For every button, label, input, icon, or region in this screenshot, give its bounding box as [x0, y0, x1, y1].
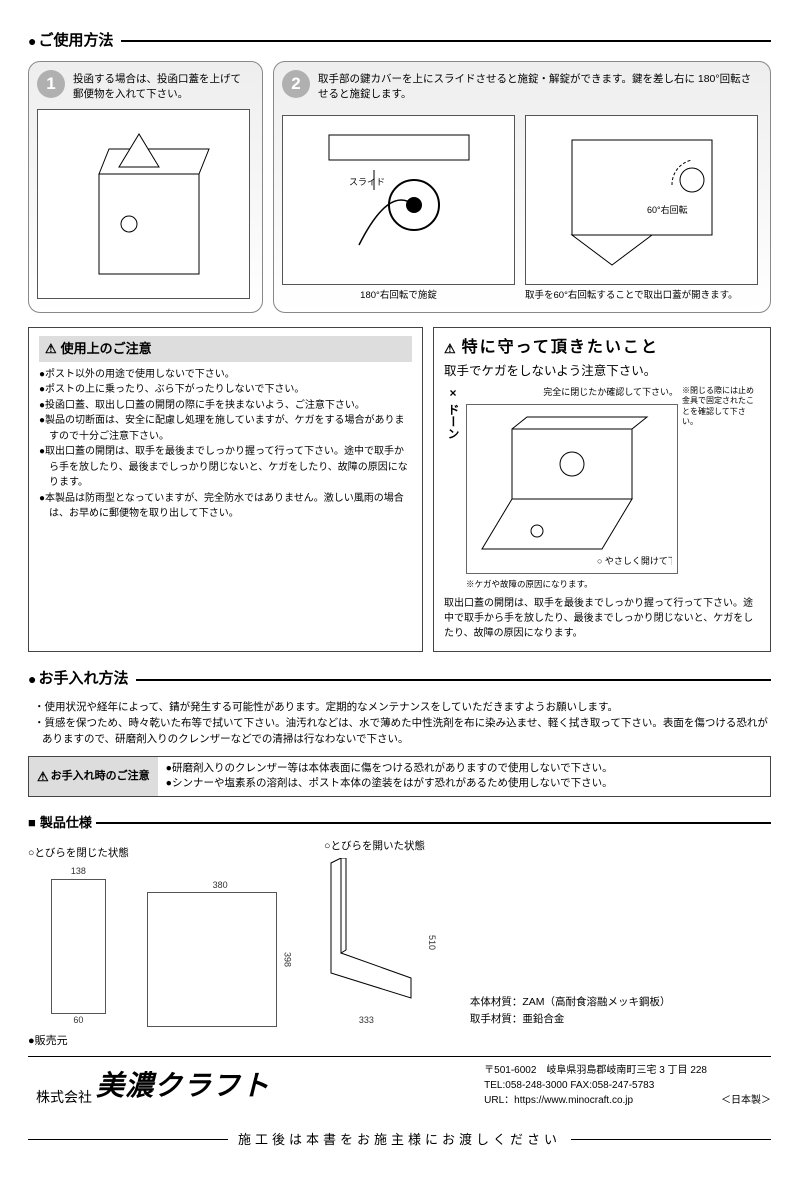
- spec-closed-front: 380 398: [147, 863, 294, 1028]
- spec-closed-label: とびらを閉じた状態: [28, 846, 129, 862]
- step-1-number: 1: [37, 70, 65, 98]
- spec-closed-side: とびらを閉じた状態 138 60: [28, 846, 129, 1028]
- warn-icon: ⚠: [45, 339, 57, 359]
- spec-row: とびらを閉じた状態 138 60 380 398 とびらを開いた状態 333 5…: [28, 839, 771, 1028]
- usage-caution-box: ⚠ 使用上のご注意 ポスト以外の用途で使用しないで下さい。 ポストの上に乗ったり…: [28, 327, 423, 652]
- step-1-text: 投函する場合は、投函口蓋を上げて郵便物を入れて下さい。: [73, 70, 250, 104]
- rule: [121, 40, 771, 42]
- dim-510: 510: [424, 935, 438, 950]
- spec-open-view: [311, 858, 421, 1008]
- rule: [136, 679, 771, 681]
- special-caution-box: ⚠ 特に守って頂きたいこと 取手でケガをしないよう注意下さい。 × ドーン 完全…: [433, 327, 771, 652]
- dim-398: 398: [280, 952, 294, 967]
- step-2-text: 取手部の鍵カバーを上にスライドさせると施錠・解錠ができます。鍵を差し右に 180…: [318, 70, 758, 104]
- section-care-text: お手入れ方法: [38, 668, 128, 691]
- caution-item: ポストの上に乗ったり、ぶら下がったりしないで下さい。: [39, 382, 412, 398]
- company-tel: TEL:058-248-3000 FAX:058-247-5783: [484, 1078, 707, 1093]
- section-care-title: お手入れ方法: [28, 668, 771, 691]
- step-2-illustration-open: 60°右回転: [525, 115, 758, 285]
- company-postal: 〒501-6002 岐阜県羽島郡岐南町三宅 3 丁目 228: [484, 1063, 707, 1078]
- footer: 施工後は本書をお施主様にお渡しください: [28, 1122, 771, 1150]
- step-2-cap-right: 取手を60°右回転することで取出口蓋が開きます。: [525, 289, 758, 302]
- company-url: URL：https://www.minocraft.co.jp: [484, 1093, 707, 1108]
- company-address: 〒501-6002 岐阜県羽島郡岐南町三宅 3 丁目 228 TEL:058-2…: [484, 1063, 707, 1108]
- caution-item: 投函口蓋、取出し口蓋の開閉の際に手を挟まないよう、ご注意下さい。: [39, 398, 412, 414]
- rule: [28, 1139, 228, 1140]
- mat-body: 本体材質：ZAM（高耐食溶融メッキ鋼板）: [470, 994, 671, 1011]
- seller-label: 販売元: [28, 1033, 771, 1050]
- section-usage-title: ご使用方法: [28, 30, 771, 53]
- caution-row: ⚠ 使用上のご注意 ポスト以外の用途で使用しないで下さい。 ポストの上に乗ったり…: [28, 327, 771, 652]
- spec-open: とびらを開いた状態 333 510: [311, 839, 438, 1028]
- seller-row: 株式会社 美濃クラフト 〒501-6002 岐阜県羽島郡岐南町三宅 3 丁目 2…: [28, 1056, 771, 1108]
- special-illustration: ○ やさしく開けて下さい。: [466, 404, 678, 574]
- care-list: 使用状況や経年によって、錆が発生する可能性があります。定期的なメンテナンスをして…: [34, 699, 771, 748]
- usage-caution-title: ⚠ 使用上のご注意: [39, 336, 412, 362]
- spec-side-view: [51, 879, 106, 1014]
- step-2-number: 2: [282, 70, 310, 98]
- step-2-illustration-lock: スライド: [282, 115, 515, 285]
- warn-icon: ⚠: [444, 339, 458, 359]
- care-warning-label: ⚠ お手入れ時のご注意: [29, 757, 158, 797]
- special-foot: 取出口蓋の開閉は、取手を最後までしっかり握って行って下さい。途中で取手から手を放…: [444, 596, 760, 641]
- company-prefix: 株式会社: [36, 1087, 92, 1108]
- care-warning-text: 研磨剤入りのクレンザー等は本体表面に傷をつける恐れがありますので使用しないで下さ…: [158, 757, 621, 797]
- step-1-illustration: [37, 109, 250, 299]
- dim-60: 60: [73, 1014, 83, 1028]
- care-warning-label-text: お手入れ時のご注意: [51, 768, 150, 785]
- made-in-japan: ＜日本製＞: [721, 1093, 771, 1108]
- rule: [571, 1139, 771, 1140]
- care-item: 質感を保つため、時々乾いた布等で拭いて下さい。油汚れなどは、水で薄めた中性洗剤を…: [34, 715, 771, 748]
- step-2-cap-left: 180°右回転で施錠: [282, 289, 515, 302]
- svg-text:○ やさしく開けて下さい。: ○ やさしく開けて下さい。: [597, 556, 672, 566]
- spec-front-view: [147, 892, 277, 1027]
- care-item: 使用状況や経年によって、錆が発生する可能性があります。定期的なメンテナンスをして…: [34, 699, 771, 715]
- dim-138: 138: [71, 865, 86, 879]
- usage-caution-list: ポスト以外の用途で使用しないで下さい。 ポストの上に乗ったり、ぶら下がったりしな…: [39, 367, 412, 522]
- step-1: 1 投函する場合は、投函口蓋を上げて郵便物を入れて下さい。: [28, 61, 263, 314]
- dim-380: 380: [213, 879, 228, 893]
- special-sub: 取手でケガをしないよう注意下さい。: [444, 362, 760, 381]
- care-warn-item: シンナーや塩素系の溶剤は、ポスト本体の塗装をはがす恐れがあるため使用しないで下さ…: [166, 776, 613, 792]
- special-close-note: ※閉じる際には止め金具で固定されたことを確認して下さい。: [682, 386, 760, 428]
- care-warning-box: ⚠ お手入れ時のご注意 研磨剤入りのクレンザー等は本体表面に傷をつける恐れがあり…: [28, 756, 771, 798]
- dim-333: 333: [311, 1014, 421, 1028]
- special-x-label: × ドーン: [444, 386, 462, 439]
- steps-row: 1 投函する場合は、投函口蓋を上げて郵便物を入れて下さい。 2 取手部の鍵カバー…: [28, 61, 771, 314]
- mat-handle: 取手材質：亜鉛合金: [470, 1011, 671, 1028]
- step-2: 2 取手部の鍵カバーを上にスライドさせると施錠・解錠ができます。鍵を差し右に 1…: [273, 61, 771, 314]
- caution-item: ポスト以外の用途で使用しないで下さい。: [39, 367, 412, 383]
- special-close-label: 完全に閉じたか確認して下さい。: [466, 386, 678, 400]
- caution-item: 製品の切断面は、安全に配慮し処理を施していますが、ケガをする場合がありますので十…: [39, 413, 412, 444]
- footer-text: 施工後は本書をお施主様にお渡しください: [228, 1130, 571, 1150]
- svg-text:60°右回転: 60°右回転: [647, 204, 688, 215]
- usage-caution-title-text: 使用上のご注意: [61, 339, 152, 359]
- section-usage-text: ご使用方法: [38, 30, 113, 53]
- svg-text:スライド: スライド: [349, 177, 385, 187]
- special-kega-note: ※ケガや故障の原因になります。: [466, 578, 678, 591]
- section-spec-title: 製品仕様: [28, 813, 771, 833]
- spec-materials: 本体材質：ZAM（高耐食溶融メッキ鋼板） 取手材質：亜鉛合金: [470, 994, 671, 1028]
- company-name: 美濃クラフト: [96, 1066, 270, 1108]
- warn-icon: ⚠: [37, 767, 49, 787]
- special-title: ⚠ 特に守って頂きたいこと: [444, 336, 760, 360]
- caution-item: 本製品は防雨型となっていますが、完全防水ではありません。激しい風雨の場合は、お早…: [39, 491, 412, 522]
- spec-open-label: とびらを開いた状態: [324, 839, 425, 855]
- section-spec-text: 製品仕様: [40, 813, 92, 833]
- rule: [96, 822, 771, 824]
- caution-item: 取出口蓋の開閉は、取手を最後までしっかり握って行って下さい。途中で取手から手を放…: [39, 444, 412, 491]
- special-title-text: 特に守って頂きたいこと: [462, 336, 659, 360]
- care-warn-item: 研磨剤入りのクレンザー等は本体表面に傷をつける恐れがありますので使用しないで下さ…: [166, 761, 613, 777]
